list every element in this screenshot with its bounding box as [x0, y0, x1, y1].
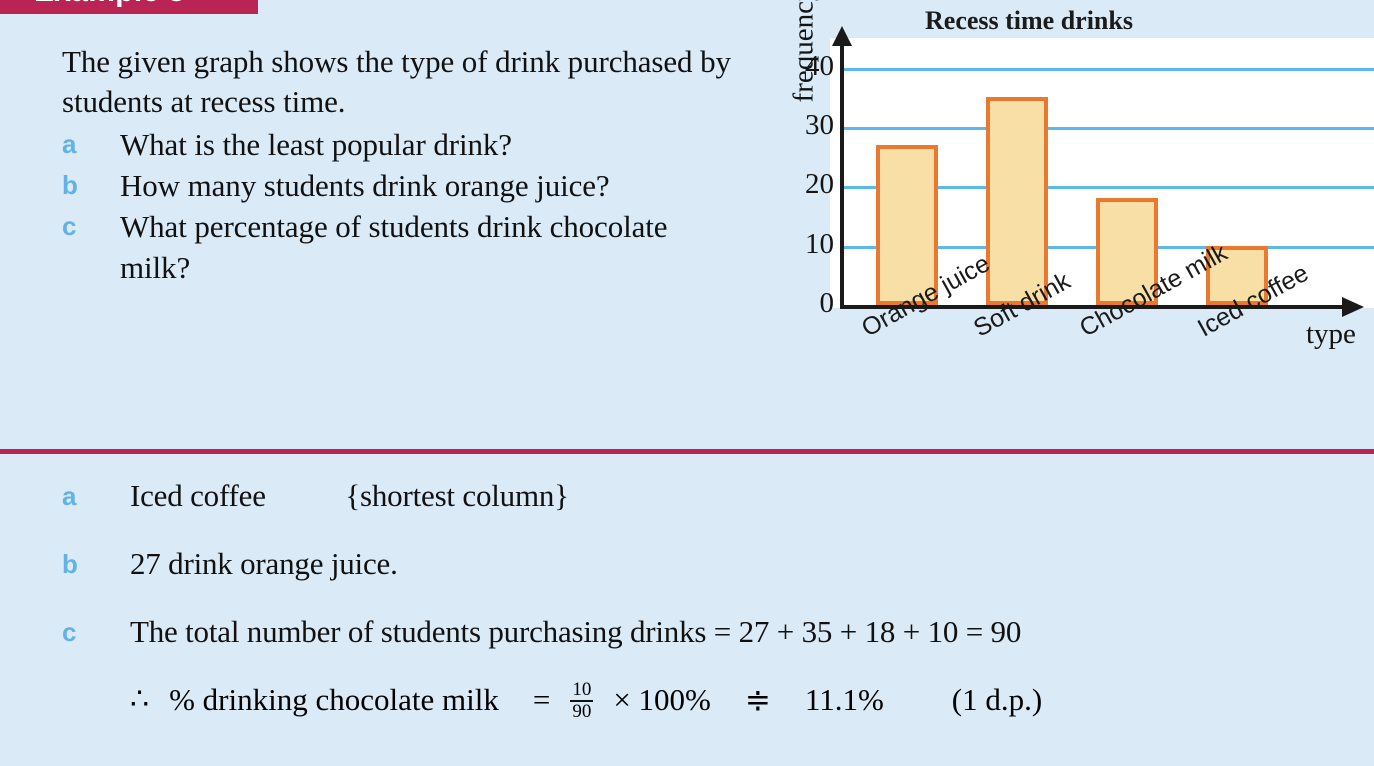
- question-text-b: How many students drink orange juice?: [120, 168, 610, 203]
- therefore-symbol: ∴: [130, 683, 150, 716]
- question-text-c: What percentage of students drink chocol…: [120, 209, 668, 285]
- chart-title: Recess time drinks: [925, 6, 1133, 35]
- bar-chart: Recess time drinks frequency 0 10 20 30 40 O…: [744, 0, 1374, 430]
- calculation-precision: (1 d.p.): [951, 682, 1043, 717]
- calculation-lead: % drinking chocolate milk: [169, 682, 499, 717]
- answer-row-c: c The total number of students purchasin…: [62, 611, 1352, 653]
- gridline: [843, 67, 1374, 71]
- y-axis-line: [840, 42, 844, 308]
- calculation-equals: =: [532, 682, 551, 717]
- answer-text-a: Iced coffee: [130, 478, 266, 513]
- y-tick-label: 30: [805, 109, 834, 141]
- answer-note-a: {shortest column}: [345, 478, 569, 513]
- bar-iced-coffee: [1206, 245, 1268, 305]
- y-tick-label: 10: [805, 227, 834, 260]
- bars-layer: [843, 38, 1374, 308]
- x-axis-line: [840, 305, 1346, 309]
- question-area: The given graph shows the type of drink …: [62, 42, 742, 288]
- question-intro: The given graph shows the type of drink …: [62, 44, 731, 119]
- answer-body-a: Iced coffee {shortest column}: [130, 475, 1352, 517]
- y-axis-arrow-icon: [832, 26, 852, 46]
- bar-soft-drink: [986, 97, 1048, 305]
- y-tick-label: 0: [819, 287, 835, 319]
- x-axis-title: type: [1306, 318, 1356, 350]
- question-item-b: b How many students drink orange juice?: [62, 165, 742, 206]
- answer-marker-c: c: [62, 617, 77, 647]
- bar-chocolate-milk: [1096, 198, 1158, 305]
- answer-calculation-c: ∴ % drinking chocolate milk = 10 90 × 10…: [130, 679, 1352, 722]
- fraction-bar: [570, 700, 594, 702]
- y-axis-ticks: 0 10 20 30 40: [774, 38, 834, 317]
- question-text-a: What is the least popular drink?: [120, 127, 512, 162]
- calculation-result: 11.1%: [804, 682, 884, 717]
- example-banner-label: Example 5: [34, 0, 185, 8]
- answer-text-b: 27 drink orange juice.: [130, 546, 398, 581]
- answer-row-a: a Iced coffee {shortest column}: [62, 475, 1352, 517]
- question-item-a: a What is the least popular drink?: [62, 124, 742, 165]
- question-list: a What is the least popular drink? b How…: [62, 124, 742, 288]
- fraction-ten-ninetieths: 10 90: [570, 679, 594, 722]
- question-marker-a: a: [62, 129, 77, 159]
- gridline: [843, 186, 1374, 190]
- bar-orange-juice: [876, 144, 938, 305]
- answer-row-b: b 27 drink orange juice.: [62, 543, 1352, 585]
- fraction-numerator: 10: [572, 679, 592, 701]
- y-tick-label: 20: [805, 168, 834, 201]
- answers-area: a Iced coffee {shortest column} b 27 dri…: [62, 475, 1352, 721]
- y-tick-label: 40: [805, 49, 834, 82]
- question-item-c: c What percentage of students drink choc…: [62, 206, 742, 288]
- x-axis-arrow-icon: [1342, 297, 1364, 317]
- question-marker-b: b: [62, 170, 78, 200]
- answer-body-c: The total number of students purchasing …: [130, 611, 1352, 653]
- fraction-denominator: 90: [572, 701, 592, 722]
- example-banner: Example 5: [0, 0, 258, 14]
- answer-marker-b: b: [62, 549, 78, 579]
- category-labels: Orange juice Soft drink Chocolate milk Iced…: [843, 239, 1373, 432]
- section-divider: [0, 449, 1374, 454]
- answer-marker-a: a: [62, 481, 77, 511]
- gridline: [843, 127, 1374, 130]
- question-marker-c: c: [62, 211, 77, 241]
- approx-equals-symbol: ≑: [744, 682, 771, 717]
- calculation-times-expression: × 100%: [613, 682, 711, 717]
- answer-text-c: The total number of students purchasing …: [130, 614, 1022, 649]
